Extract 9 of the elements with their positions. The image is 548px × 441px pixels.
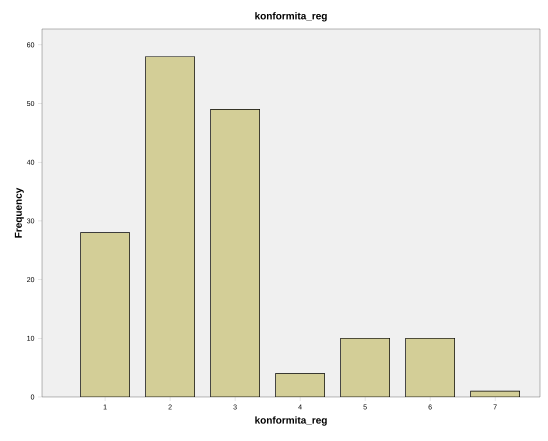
y-axis-title: Frequency	[14, 188, 24, 238]
bar	[80, 232, 130, 397]
bar	[340, 338, 390, 397]
bar	[210, 109, 260, 397]
bar	[276, 374, 325, 397]
bar	[146, 56, 195, 397]
bar	[406, 338, 455, 397]
chart-title: konformita_reg	[255, 12, 327, 22]
x-axis-title: konformita_reg	[255, 416, 327, 426]
